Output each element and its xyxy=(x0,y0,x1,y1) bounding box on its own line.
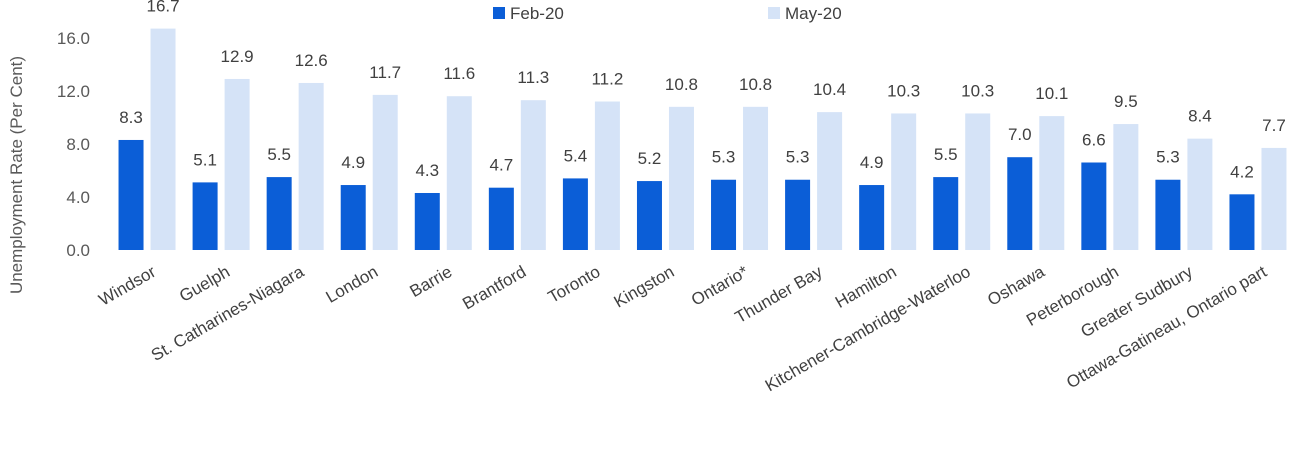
bar xyxy=(1187,138,1213,250)
bar xyxy=(192,182,218,250)
data-label: 11.7 xyxy=(369,63,401,82)
data-label: 11.3 xyxy=(517,68,549,87)
x-tick-label: Barrie xyxy=(406,262,455,301)
bar xyxy=(414,192,440,250)
data-label: 10.3 xyxy=(887,81,920,100)
bar xyxy=(859,185,885,250)
bar xyxy=(636,181,662,250)
bar xyxy=(118,139,144,250)
data-labels: 8.3 16.7 5.1 12.9 5.5 12.6 4.9 11.7 4.3 11.6 4.7 11… xyxy=(119,0,1286,181)
bar xyxy=(1229,194,1255,250)
y-tick-label: 4.0 xyxy=(66,188,90,207)
bars xyxy=(118,28,1287,251)
data-label: 6.6 xyxy=(1082,131,1106,150)
data-label: 7.7 xyxy=(1262,116,1286,135)
bar xyxy=(266,177,292,250)
bar xyxy=(668,106,694,250)
legend: Feb-20 May-20 xyxy=(493,4,842,23)
bar xyxy=(1007,157,1033,250)
x-tick-label: Oshawa xyxy=(984,262,1048,310)
y-axis-title: Unemployment Rate (Per Cent) xyxy=(7,56,26,294)
legend-label: May-20 xyxy=(785,4,842,23)
data-label: 12.9 xyxy=(221,47,254,66)
y-axis: 0.0 4.0 8.0 12.0 16.0 xyxy=(57,29,90,260)
data-label: 11.2 xyxy=(591,70,623,89)
x-tick-label: Brantford xyxy=(459,262,529,313)
data-label: 5.3 xyxy=(1156,148,1180,167)
bar xyxy=(965,113,991,250)
data-label: 16.7 xyxy=(146,0,179,16)
data-label: 5.2 xyxy=(638,149,662,168)
bar xyxy=(446,96,472,251)
x-tick-label: Ontario* xyxy=(688,262,752,310)
y-tick-label: 8.0 xyxy=(66,135,90,154)
bar xyxy=(372,94,398,251)
x-tick-label: Kingston xyxy=(611,262,678,312)
data-label: 10.8 xyxy=(665,75,698,94)
bar xyxy=(1039,116,1065,250)
bar xyxy=(224,78,250,251)
bar xyxy=(1261,147,1287,250)
y-tick-label: 12.0 xyxy=(57,82,90,101)
bar xyxy=(1081,162,1107,250)
data-label: 4.2 xyxy=(1230,162,1254,181)
data-label: 4.3 xyxy=(415,161,439,180)
bar xyxy=(817,112,843,250)
data-label: 5.4 xyxy=(564,146,588,165)
x-tick-label: Windsor xyxy=(96,262,160,310)
data-label: 12.6 xyxy=(295,51,328,70)
data-label: 10.3 xyxy=(961,81,994,100)
data-label: 8.4 xyxy=(1188,107,1212,126)
bar xyxy=(785,179,811,250)
data-label: 10.8 xyxy=(739,75,772,94)
y-tick-label: 16.0 xyxy=(57,29,90,48)
data-label: 5.3 xyxy=(786,148,810,167)
bar xyxy=(743,106,769,250)
bar xyxy=(520,100,546,251)
bar xyxy=(562,178,588,250)
x-tick-label: London xyxy=(323,262,382,307)
bar xyxy=(340,185,366,250)
data-label: 4.9 xyxy=(860,153,884,172)
data-label: 4.7 xyxy=(490,156,514,175)
data-label: 5.1 xyxy=(193,150,217,169)
data-label: 7.0 xyxy=(1008,125,1032,144)
data-label: 5.5 xyxy=(934,145,958,164)
bar xyxy=(594,101,620,251)
bar xyxy=(488,187,514,250)
data-label: 5.3 xyxy=(712,148,736,167)
legend-swatch xyxy=(493,7,505,19)
bar xyxy=(1113,124,1139,250)
bar xyxy=(1155,179,1181,250)
data-label: 9.5 xyxy=(1114,92,1138,111)
bar xyxy=(298,82,324,251)
bar xyxy=(933,177,959,250)
data-label: 10.1 xyxy=(1035,84,1068,103)
data-label: 5.5 xyxy=(267,145,291,164)
y-tick-label: 0.0 xyxy=(66,241,90,260)
bar xyxy=(891,113,917,250)
data-label: 8.3 xyxy=(119,108,143,127)
legend-label: Feb-20 xyxy=(510,4,564,23)
legend-swatch xyxy=(768,7,780,19)
bar xyxy=(150,28,176,251)
x-tick-label: Toronto xyxy=(545,262,604,307)
data-label: 10.4 xyxy=(813,80,846,99)
x-tick-label: Guelph xyxy=(176,262,233,306)
data-label: 11.6 xyxy=(443,64,475,83)
bar xyxy=(711,179,737,250)
data-label: 4.9 xyxy=(341,153,365,172)
